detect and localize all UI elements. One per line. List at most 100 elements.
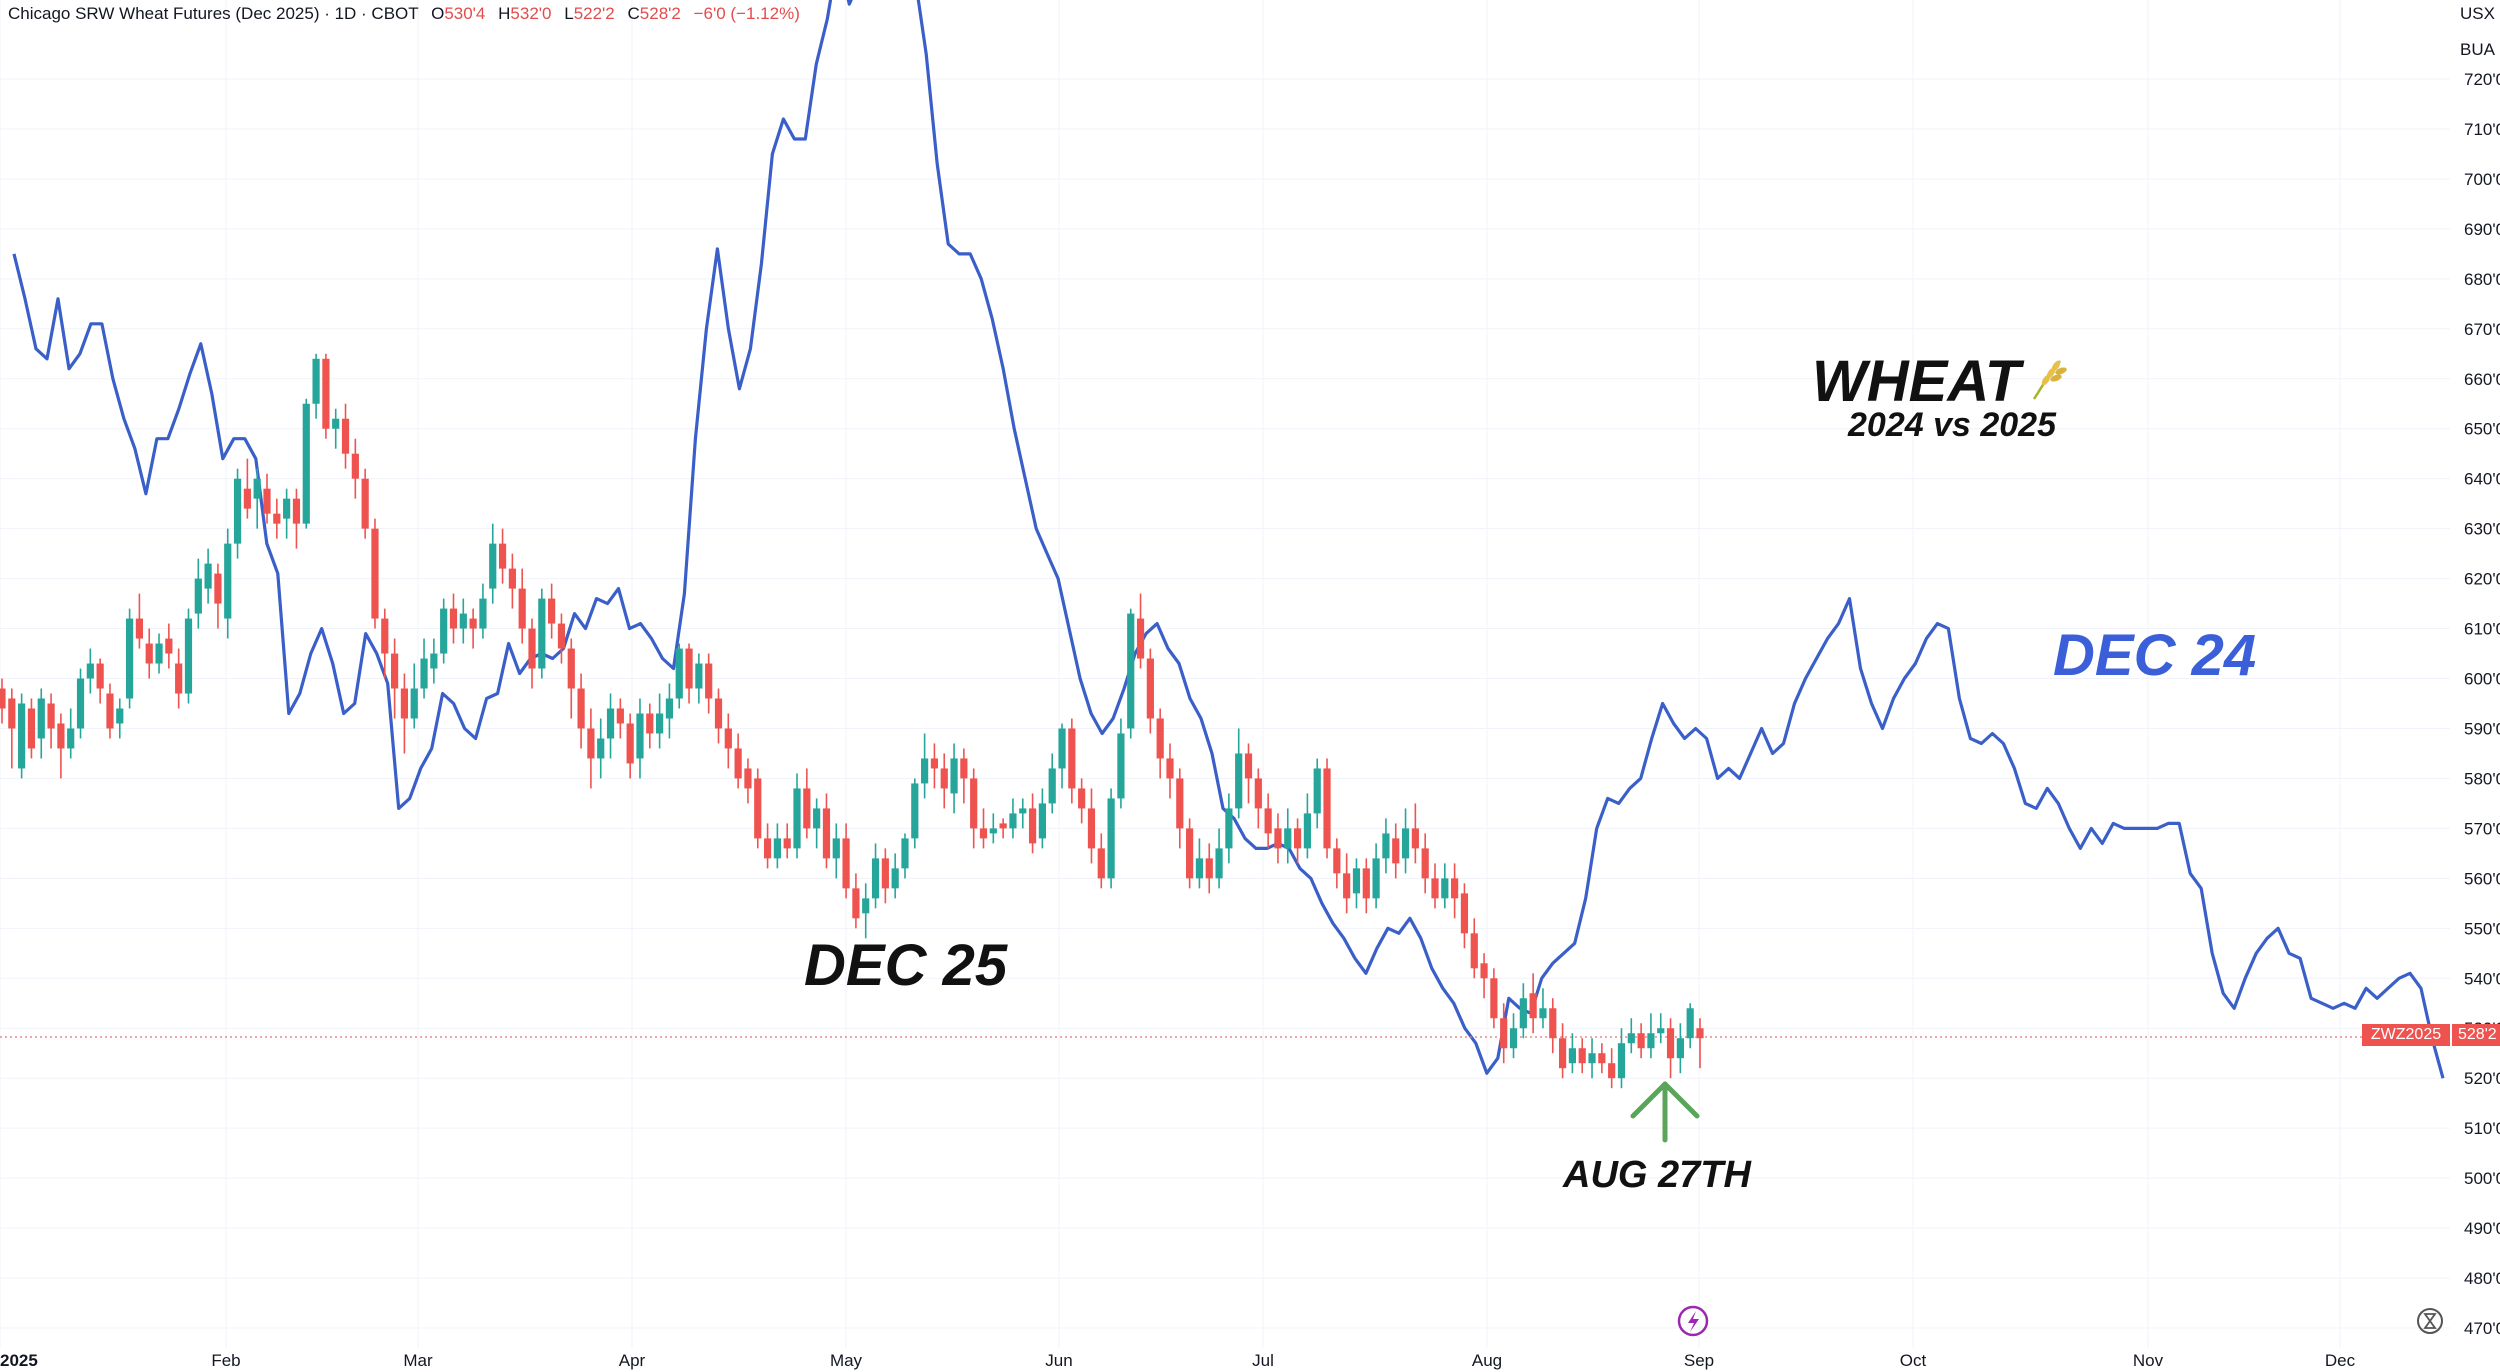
candle-body xyxy=(1136,618,1145,659)
close-value: 528'2 xyxy=(639,4,681,23)
candle-body xyxy=(1293,828,1302,849)
candle-body xyxy=(184,618,193,694)
candle-body xyxy=(420,658,428,689)
candle-body xyxy=(1205,858,1213,879)
candle-body xyxy=(950,758,958,794)
candle-body xyxy=(832,838,840,859)
candle-body xyxy=(253,478,261,499)
candle-body xyxy=(204,563,212,589)
candle-body xyxy=(1215,848,1223,879)
candle-body xyxy=(901,838,909,869)
x-tick-label: Aug xyxy=(1472,1351,1502,1370)
candle-body xyxy=(8,698,16,729)
candle-body xyxy=(1195,858,1204,879)
candle-body xyxy=(587,728,595,759)
candle-body xyxy=(1500,1018,1508,1049)
dec25-candle-series xyxy=(0,353,1704,1089)
y-tick-label: 500'0 xyxy=(2464,1169,2500,1188)
candle-body xyxy=(371,528,379,619)
candle-body xyxy=(1303,813,1311,849)
candle-body xyxy=(1186,828,1194,879)
candle-body xyxy=(1343,873,1351,899)
candle-body xyxy=(567,648,575,689)
candle-body xyxy=(233,478,242,544)
candle-body xyxy=(881,858,889,889)
candle-body xyxy=(1264,808,1272,834)
candle-body xyxy=(930,758,939,769)
x-tick-label: Dec xyxy=(2325,1351,2356,1370)
candle-body xyxy=(1608,1063,1616,1079)
y-tick-label: 580'0 xyxy=(2464,769,2500,788)
candle-body xyxy=(1166,758,1174,779)
candle-body xyxy=(763,838,772,859)
candle-body xyxy=(86,663,94,679)
candle-body xyxy=(911,783,919,839)
candle-body xyxy=(440,608,448,654)
candle-body xyxy=(322,358,330,429)
candle-body xyxy=(1401,828,1410,859)
candle-body xyxy=(1382,833,1390,859)
y-tick-label: 520'0 xyxy=(2464,1069,2500,1088)
candle-body xyxy=(1549,1008,1557,1039)
candle-body xyxy=(1058,728,1066,769)
candle-body xyxy=(332,418,340,429)
hourglass-icon[interactable] xyxy=(2417,1308,2443,1334)
candle-body xyxy=(449,608,458,629)
candle-body xyxy=(813,808,821,829)
candle-body xyxy=(125,618,134,699)
candle-body xyxy=(459,613,467,629)
candle-body xyxy=(1627,1033,1635,1044)
candle-body xyxy=(57,723,65,749)
candle-body xyxy=(37,698,45,739)
y-tick-label: 680'0 xyxy=(2464,270,2500,289)
candle-body xyxy=(1539,1008,1547,1019)
ticker-badge: ZWZ2025 xyxy=(2362,1024,2450,1046)
candle-body xyxy=(773,838,781,859)
symbol-title[interactable]: Chicago SRW Wheat Futures (Dec 2025) · 1… xyxy=(8,4,419,23)
candle-body xyxy=(1431,878,1439,899)
candle-body xyxy=(528,628,536,669)
candle-body xyxy=(979,828,988,839)
candle-body xyxy=(734,748,742,779)
y-tick-label: 700'0 xyxy=(2464,170,2500,189)
unit-label[interactable]: BUA xyxy=(2460,40,2495,59)
candle-body xyxy=(1509,1028,1518,1049)
candle-body xyxy=(1156,718,1164,759)
price-axis[interactable]: 720'0 710'0 700'0 690'0 680'0 670'0 660'0 650'0… xyxy=(2464,70,2500,1338)
candle-body xyxy=(1686,1008,1694,1039)
candle-body xyxy=(744,768,752,789)
candle-body xyxy=(1176,778,1184,829)
y-tick-label: 690'0 xyxy=(2464,220,2500,239)
candle-body xyxy=(76,678,85,729)
x-tick-label: Nov xyxy=(2133,1351,2164,1370)
currency-label[interactable]: USX xyxy=(2460,4,2495,23)
candle-body xyxy=(1244,753,1253,779)
candle-body xyxy=(1313,768,1321,814)
candle-body xyxy=(548,598,556,624)
candle-body xyxy=(1019,808,1027,814)
y-tick-label: 570'0 xyxy=(2464,819,2500,838)
candle-body xyxy=(1696,1028,1704,1039)
replay-icon[interactable] xyxy=(1677,1305,1709,1337)
candle-body xyxy=(1333,848,1341,874)
y-tick-label: 720'0 xyxy=(2464,70,2500,89)
candle-body xyxy=(793,788,801,849)
candle-body xyxy=(1323,768,1331,849)
candle-body xyxy=(1392,838,1400,864)
low-label: L xyxy=(564,4,574,23)
time-axis[interactable]: 2025 Feb Mar Apr May Jun Jul Aug Sep Oct Nov Dec xyxy=(0,1351,2356,1370)
y-tick-label: 650'0 xyxy=(2464,420,2500,439)
candle-body xyxy=(665,698,674,719)
candle-body xyxy=(145,643,153,664)
candle-body xyxy=(1441,878,1449,899)
x-tick-label: May xyxy=(830,1351,863,1370)
x-tick-label: Apr xyxy=(619,1351,646,1370)
candle-body xyxy=(783,838,791,849)
candle-body xyxy=(989,828,997,834)
candle-body xyxy=(1117,733,1125,799)
dec24-label: DEC 24 xyxy=(2053,623,2257,688)
candle-body xyxy=(822,808,831,859)
candle-body xyxy=(1048,768,1056,804)
wheat-icon xyxy=(2028,348,2068,400)
